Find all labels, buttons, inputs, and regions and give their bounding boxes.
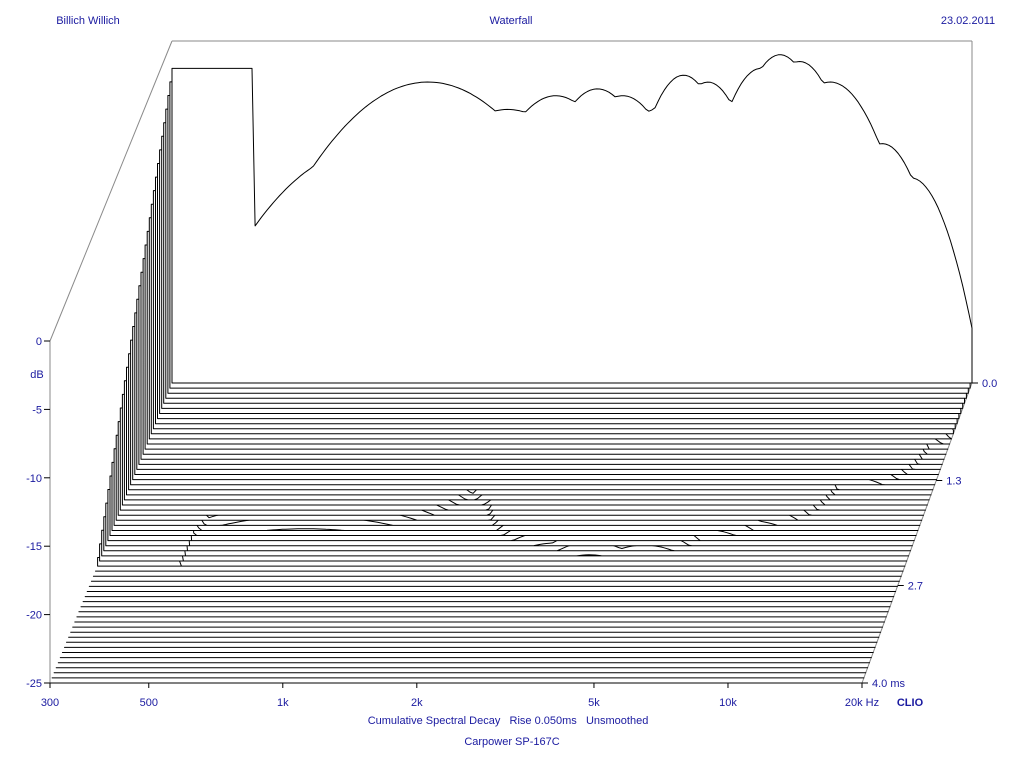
- clio-logo: CLIO: [897, 697, 924, 709]
- decay-slices: [49, 54, 973, 684]
- z-tick-label: 0.0: [982, 378, 997, 390]
- header-left: Billich Willich: [56, 15, 120, 27]
- header-date: 23.02.2011: [941, 15, 995, 27]
- y-tick-label: -10: [26, 473, 42, 485]
- time-axis: 0.0 1.3 2.7 4.0 ms: [862, 378, 997, 690]
- y-axis-label: dB: [30, 369, 43, 381]
- x-tick-label: 1k: [277, 697, 289, 709]
- z-tick-label: 1.3: [946, 476, 961, 488]
- x-tick-label: 2k: [411, 697, 423, 709]
- x-tick-label: 10k: [719, 697, 737, 709]
- y-tick-label: -25: [26, 678, 42, 690]
- x-tick-label: 20k Hz: [845, 697, 879, 709]
- x-tick-label: 500: [140, 697, 158, 709]
- z-tick-label: 4.0 ms: [872, 678, 906, 690]
- x-tick-label: 300: [41, 697, 59, 709]
- y-tick-label: 0: [36, 336, 42, 348]
- z-tick-label: 2.7: [908, 581, 923, 593]
- y-tick-label: -20: [26, 610, 42, 622]
- decay-slice: [99, 543, 908, 562]
- x-tick-label: 5k: [588, 697, 600, 709]
- y-tick-label: -5: [32, 404, 42, 416]
- header-title: Waterfall: [490, 15, 533, 27]
- chart-subtitle: Cumulative Spectral Decay Rise 0.050ms U…: [368, 715, 649, 727]
- db-axis: 0 -5 -10 -15 -20 -25: [26, 336, 50, 690]
- frequency-axis: 300 500 1k 2k 5k 10k 20k Hz: [41, 683, 879, 709]
- y-tick-label: -15: [26, 541, 42, 553]
- decay-slice: [97, 557, 906, 567]
- frame-edge: [49, 40, 173, 342]
- decay-slice: [171, 54, 973, 384]
- chart-caption: Carpower SP-167C: [464, 736, 559, 748]
